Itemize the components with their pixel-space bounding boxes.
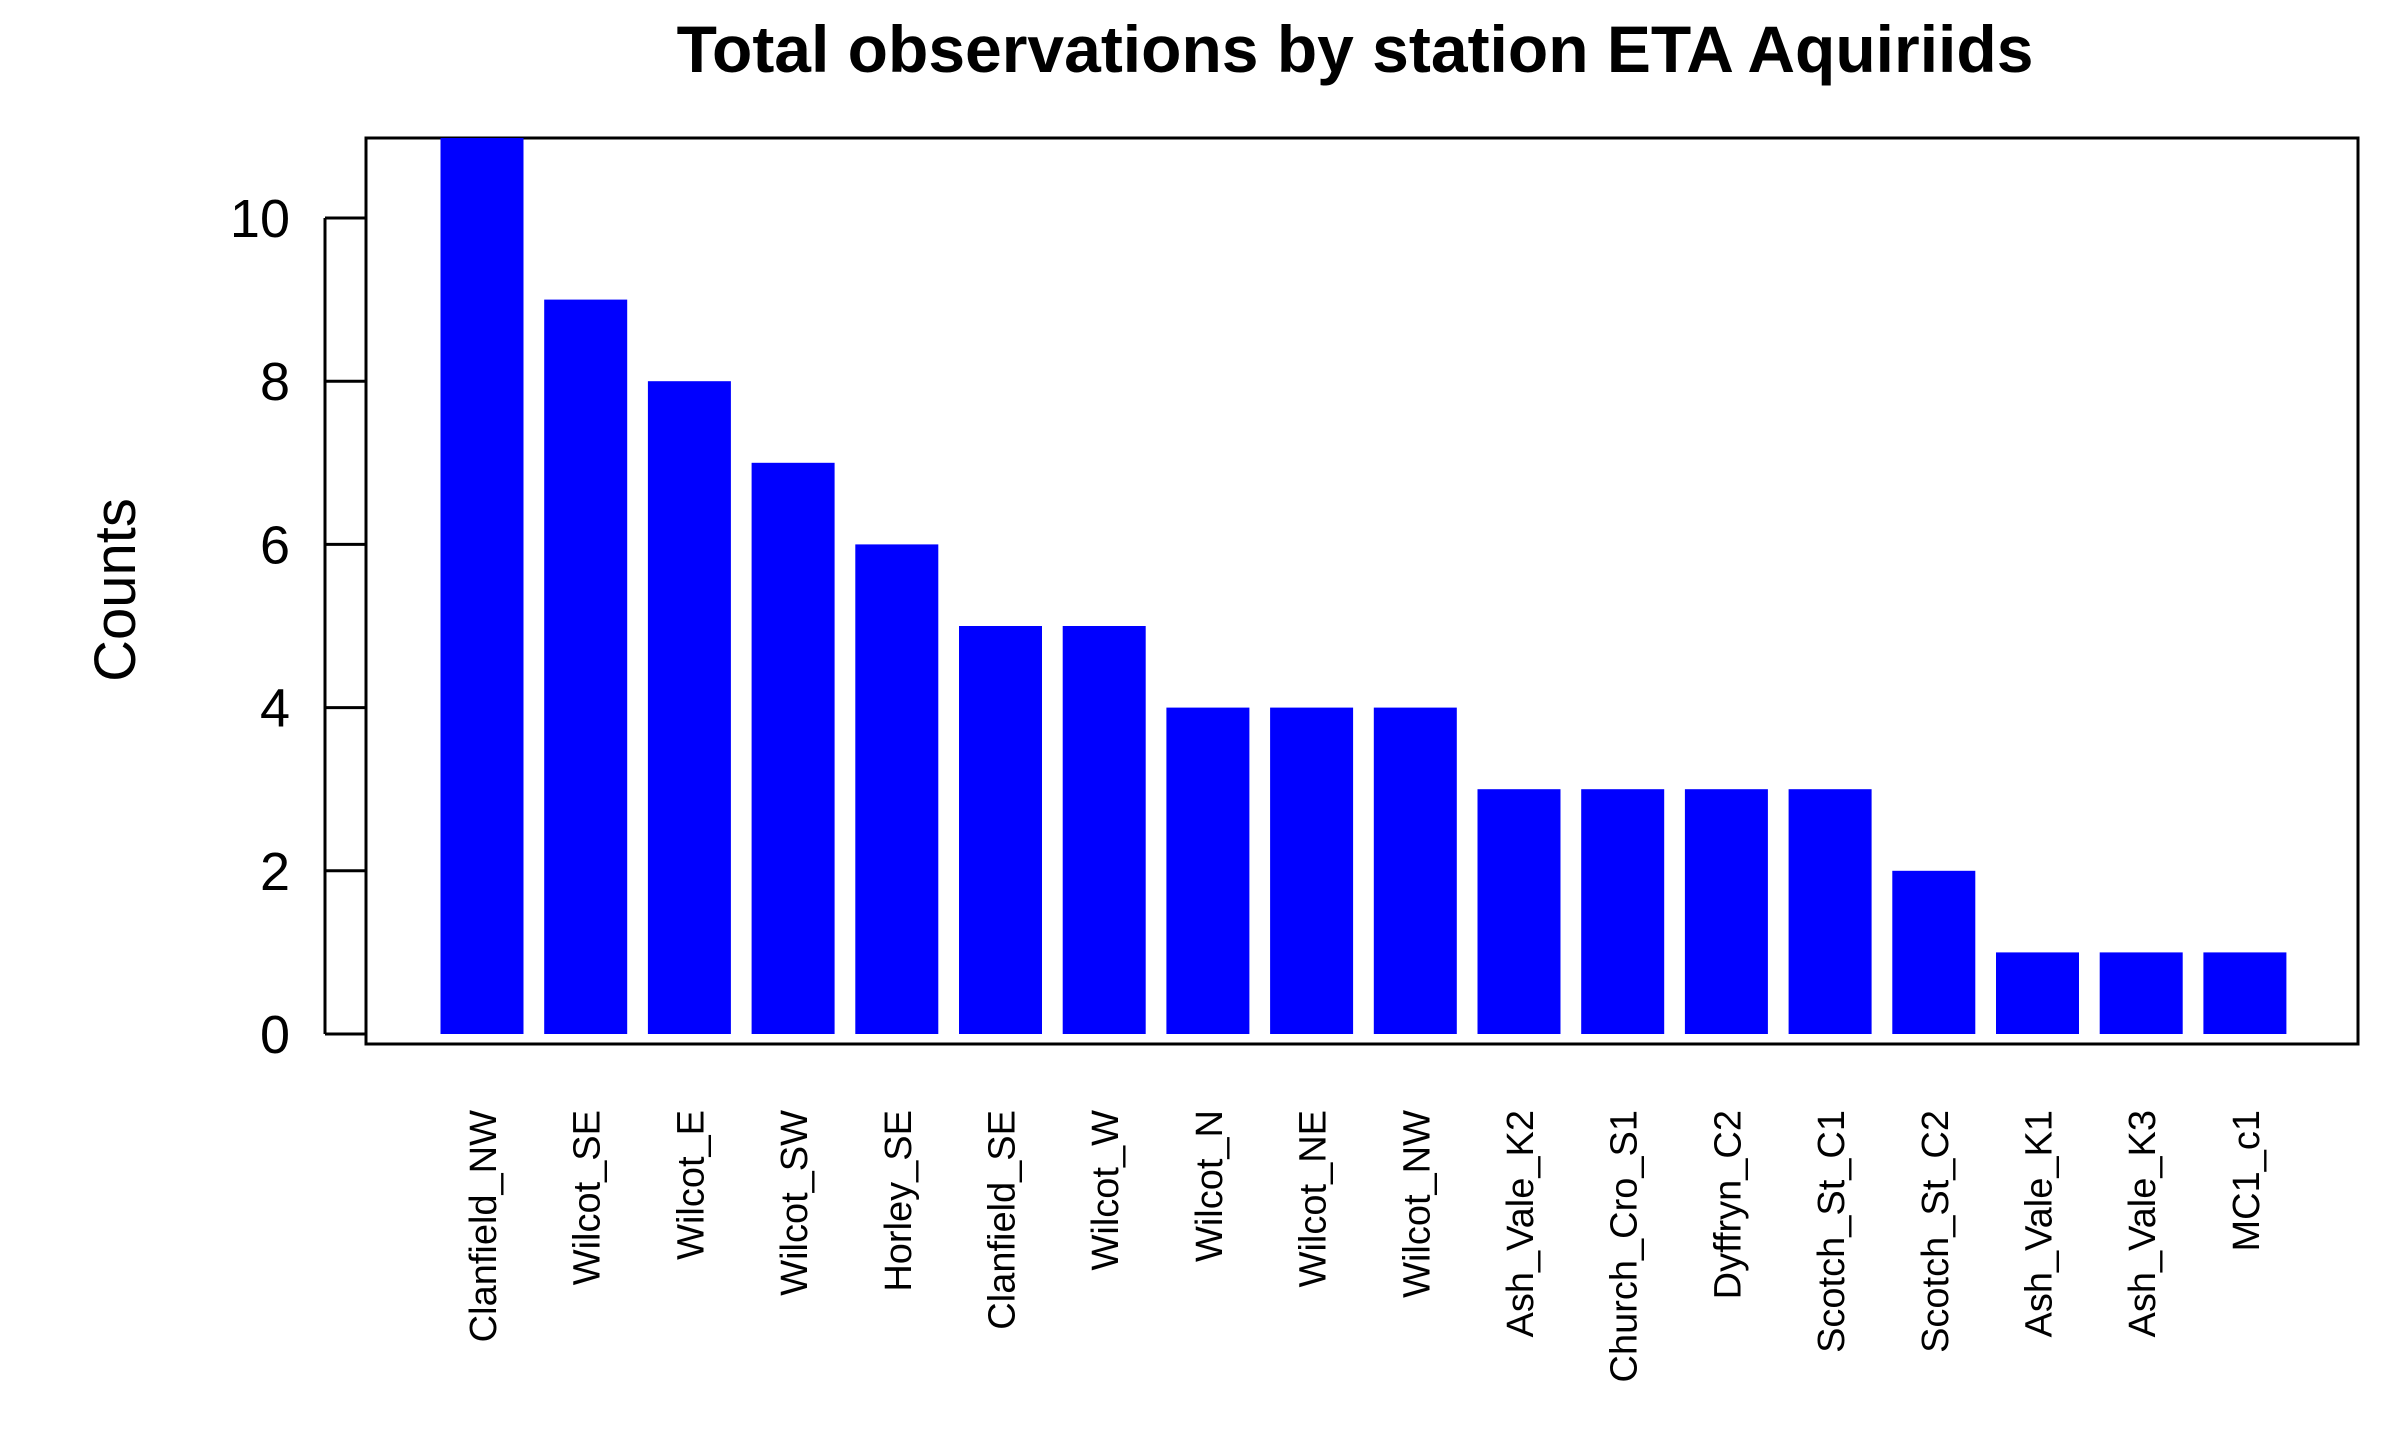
bar [1373, 707, 1457, 1034]
bar [544, 299, 628, 1035]
y-tick-label: 6 [260, 515, 290, 575]
y-tick-label: 2 [260, 842, 290, 902]
y-tick-label: 0 [260, 1005, 290, 1065]
bars [440, 138, 2287, 1035]
x-tick-label: MC1_c1 [2226, 1110, 2268, 1252]
bar [1788, 789, 1872, 1034]
x-tick-label: Church_Cro_S1 [1604, 1110, 1646, 1382]
bar [959, 626, 1042, 1034]
bar [751, 462, 835, 1034]
bar [1477, 789, 1561, 1034]
x-tick-label: Clanfield_SE [982, 1110, 1024, 1330]
x-tick-label: Wilcot_E [670, 1110, 712, 1260]
x-tick-label: Scotch_St_C1 [1811, 1110, 1853, 1353]
bar [1270, 707, 1354, 1034]
bar [1996, 952, 2079, 1034]
plot-frame [364, 136, 2360, 1046]
x-tick-label: Ash_Vale_K2 [1500, 1110, 1542, 1337]
y-axis: 0 2 4 6 8 10 [230, 189, 366, 1065]
x-tick-label: Dyffryn_C2 [1707, 1110, 1749, 1299]
x-tick-label: Horley_SE [878, 1110, 920, 1292]
y-tick-label: 4 [260, 679, 290, 739]
x-axis: Clanfield_NW Wilcot_SE Wilcot_E Wilcot_SW Ho… [463, 1110, 2268, 1383]
bar [647, 381, 731, 1034]
bar [1892, 870, 1976, 1034]
x-tick-label: Ash_Vale_K1 [2019, 1110, 2061, 1337]
x-tick-label: Wilcot_SE [567, 1110, 609, 1285]
y-tick-label: 8 [260, 352, 290, 412]
bar [1062, 626, 1146, 1034]
bar [855, 544, 939, 1034]
bar [1581, 789, 1665, 1034]
bar [1166, 707, 1250, 1034]
chart-title: Total observations by station ETA Aquiri… [677, 12, 2034, 86]
x-tick-label: Wilcot_NW [1396, 1110, 1438, 1298]
y-tick-label: 10 [230, 189, 290, 249]
x-tick-label: Wilcot_SW [774, 1110, 816, 1296]
x-tick-label: Wilcot_W [1085, 1110, 1127, 1271]
bar [1684, 789, 1768, 1034]
bar [440, 138, 524, 1034]
x-tick-label: Wilcot_NE [1293, 1110, 1335, 1287]
x-tick-label: Clanfield_NW [463, 1110, 505, 1342]
x-tick-label: Ash_Vale_K3 [2122, 1110, 2164, 1337]
bar [2099, 952, 2183, 1034]
y-axis-label: Counts [83, 498, 148, 682]
x-tick-label: Wilcot_N [1189, 1110, 1231, 1262]
x-tick-label: Scotch_St_C2 [1915, 1110, 1957, 1353]
bar [2203, 952, 2287, 1034]
